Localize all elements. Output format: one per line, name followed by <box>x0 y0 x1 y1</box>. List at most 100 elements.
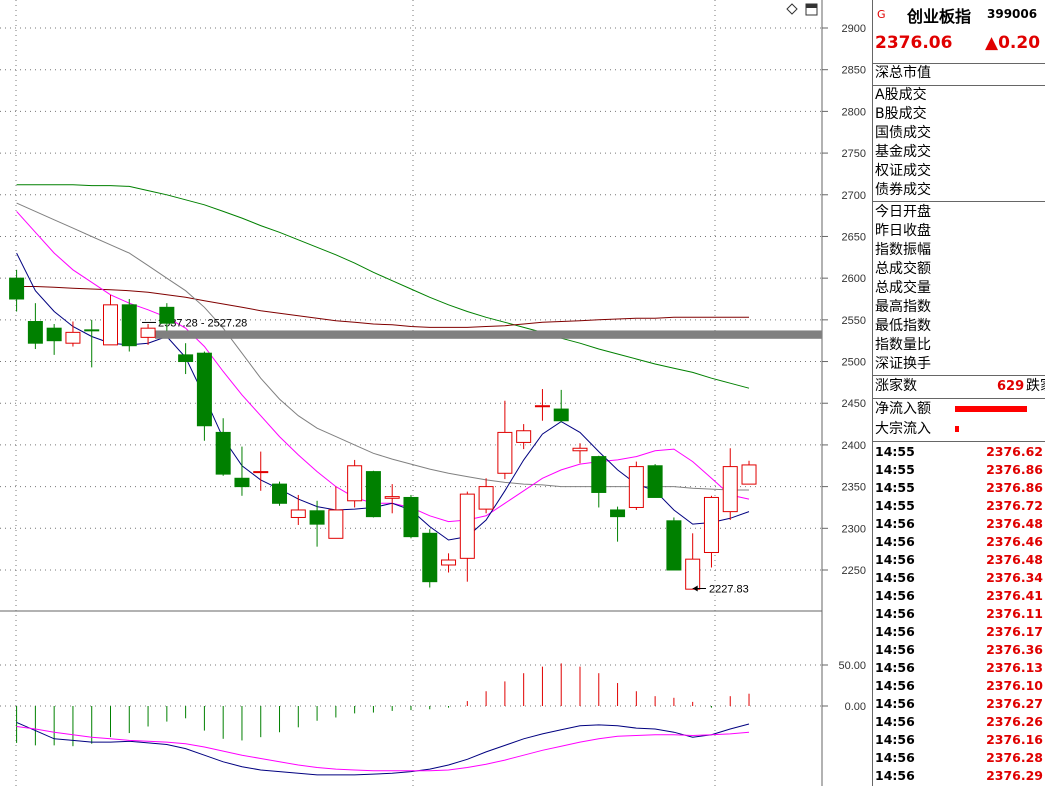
candle-body <box>478 486 494 510</box>
tick-row[interactable]: 14:56 2376.36 <box>873 641 1045 659</box>
candle-body <box>103 304 118 346</box>
tick-price: 2376.86 <box>986 462 1043 477</box>
candle-body <box>159 306 175 324</box>
macd-dea-line <box>16 726 750 772</box>
stat-label: 最高指数 <box>875 299 931 315</box>
chart-corner-controls[interactable] <box>786 3 818 16</box>
ma-longer-line <box>16 286 749 328</box>
candle-body <box>365 471 381 518</box>
tick-row[interactable]: 14:55 2376.86 <box>873 461 1045 479</box>
index-name[interactable]: 创业板指 <box>907 7 972 26</box>
candle-body <box>497 431 513 474</box>
candle-body <box>272 483 288 504</box>
stat-label: B股成交 <box>875 106 927 122</box>
tick-row[interactable]: 14:56 2376.26 <box>873 713 1045 731</box>
tick-row[interactable]: 14:56 2376.29 <box>873 767 1045 785</box>
quote-header: G 创业板指 399006 2376.06 ▲0.20 <box>873 0 1045 64</box>
tick-row[interactable]: 14:56 2376.34 <box>873 569 1045 587</box>
tick-row[interactable]: 14:56 2376.48 <box>873 551 1045 569</box>
candle-body <box>65 331 81 344</box>
price-band-rect <box>155 330 822 339</box>
price-band-label: 2537.28 - 2527.28 <box>158 317 247 329</box>
net-inflow-label: 净流入额 <box>875 401 931 417</box>
tick-row[interactable]: 14:56 2376.46 <box>873 533 1045 551</box>
candle-body <box>553 408 569 422</box>
stat-label: 今日开盘 <box>875 204 931 220</box>
candle-body <box>459 493 475 559</box>
candle-body <box>572 447 588 452</box>
up-count-label: 涨家数 <box>875 378 917 394</box>
window-box-titlebar-icon <box>806 4 817 8</box>
tick-time: 14:55 <box>875 444 915 459</box>
tick-row[interactable]: 14:56 2376.27 <box>873 695 1045 713</box>
tick-row[interactable]: 14:55 2376.62 <box>873 443 1045 461</box>
candle-body <box>666 520 682 571</box>
candle-body <box>121 304 137 347</box>
candles[interactable]: 2227.83 <box>9 269 757 596</box>
tick-row[interactable]: 14:56 2376.13 <box>873 659 1045 677</box>
tick-row[interactable]: 14:55 2376.86 <box>873 479 1045 497</box>
tick-price: 2376.16 <box>986 732 1043 747</box>
stat-label: 指数量比 <box>875 337 931 353</box>
tick-time: 14:56 <box>875 714 915 729</box>
tick-price: 2376.26 <box>986 714 1043 729</box>
stat-label: 深总市值 <box>875 65 931 81</box>
tick-time: 14:56 <box>875 624 915 639</box>
tick-price: 2376.46 <box>986 534 1043 549</box>
tick-price: 2376.13 <box>986 660 1043 675</box>
tick-time: 14:56 <box>875 552 915 567</box>
candle-body <box>215 431 231 475</box>
kline-chart[interactable]: 2250 2300 2350 2400 2450 2500 2550 2600 2650 2700… <box>0 0 872 786</box>
price-axis-label: 2450 <box>842 398 866 410</box>
tick-row[interactable]: 14:56 2376.10 <box>873 677 1045 695</box>
ma-mid-line <box>16 211 750 523</box>
tick-row[interactable]: 14:56 2376.28 <box>873 749 1045 767</box>
ma-longest-line <box>16 184 750 389</box>
moving-averages <box>16 184 750 541</box>
price-axis-label: 2750 <box>842 148 866 160</box>
candle-body <box>9 277 25 300</box>
tick-time: 14:56 <box>875 588 915 603</box>
tick-price: 2376.86 <box>986 480 1043 495</box>
index-change: ▲0.20 <box>985 33 1041 53</box>
diamond-icon[interactable] <box>786 3 798 15</box>
price-axis-label: 2600 <box>842 273 866 285</box>
tick-row[interactable]: 14:56 2376.16 <box>873 731 1045 749</box>
separator <box>873 398 1045 399</box>
candle-body <box>628 466 644 508</box>
candle-body <box>309 510 325 525</box>
tick-price: 2376.36 <box>986 642 1043 657</box>
candle-body <box>685 558 701 590</box>
candle-body <box>253 471 269 474</box>
index-code: 399006 <box>987 7 1038 21</box>
macd-dif-line <box>16 721 750 776</box>
tick-row[interactable]: 14:55 2376.72 <box>873 497 1045 515</box>
tick-row[interactable]: 14:56 2376.48 <box>873 515 1045 533</box>
tick-row[interactable]: 14:56 2376.11 <box>873 605 1045 623</box>
tick-time: 14:56 <box>875 768 915 783</box>
stat-label: 权证成交 <box>875 163 931 179</box>
stat-label: 基金成交 <box>875 144 931 160</box>
tick-price: 2376.62 <box>986 444 1043 459</box>
price-axis-label: 2500 <box>842 357 866 369</box>
tick-row[interactable]: 14:56 2376.41 <box>873 587 1045 605</box>
stat-label: 债券成交 <box>875 182 931 198</box>
stat-label: 总成交量 <box>875 280 931 296</box>
kline-chart-area[interactable]: 2250 2300 2350 2400 2450 2500 2550 2600 2650 2700… <box>0 0 872 786</box>
tick-price: 2376.17 <box>986 624 1043 639</box>
down-count-label: 跌家 <box>1026 378 1045 394</box>
block-inflow-bar <box>955 426 959 432</box>
price-axis-label: 2400 <box>842 440 866 452</box>
tick-row[interactable]: 14:56 2376.17 <box>873 623 1045 641</box>
price-axis-label: 2650 <box>842 231 866 243</box>
tick-price: 2376.27 <box>986 696 1043 711</box>
candle-body <box>328 509 344 539</box>
tick-price: 2376.41 <box>986 588 1043 603</box>
candle-body <box>703 496 719 553</box>
tick-price: 2376.10 <box>986 678 1043 693</box>
candle-body <box>234 477 250 488</box>
candle-body <box>140 327 156 338</box>
price-band: 2537.28 - 2527.28 <box>142 317 822 339</box>
low-marker-label: 2227.83 <box>709 583 749 595</box>
candle-body <box>591 456 607 493</box>
